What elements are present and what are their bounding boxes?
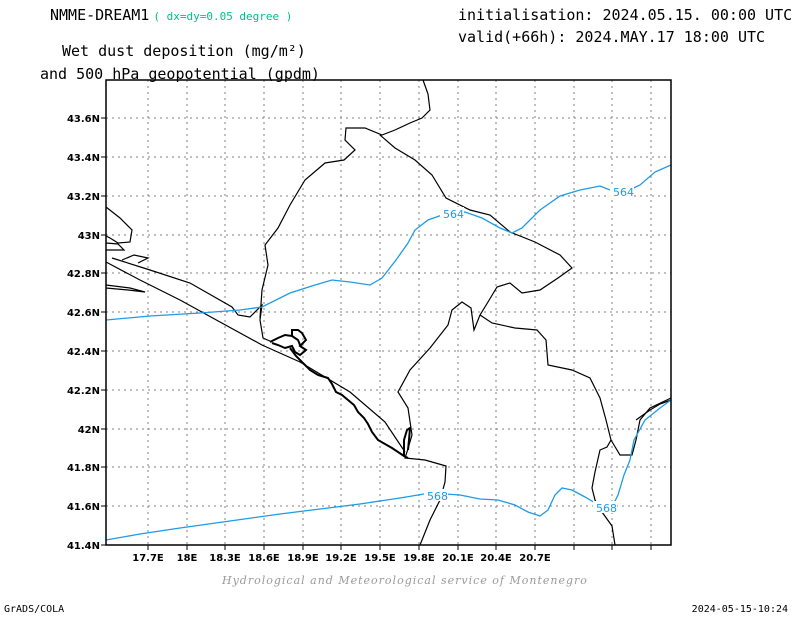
lon-tick-label: 19.2E: [325, 553, 357, 564]
lon-tick-label: 17.7E: [132, 553, 164, 564]
coastline: [269, 329, 412, 459]
contour-568: [105, 399, 672, 541]
lat-tick-label: 43.6N: [67, 114, 100, 125]
render-timestamp: 2024-05-15-10:24: [691, 604, 788, 615]
model-name: NMME-DREAM1: [50, 6, 150, 24]
lat-tick-label: 42.8N: [67, 269, 100, 280]
lat-tick-label: 42N: [78, 425, 100, 436]
lon-tick-label: 18.3E: [209, 553, 241, 564]
resolution-note: ( dx=dy=0.05 degree ): [153, 10, 293, 23]
lat-tick-label: 41.6N: [67, 502, 100, 513]
map-grid: [106, 80, 671, 545]
lon-tick-label: 18E: [177, 553, 198, 564]
model-title: NMME-DREAM1( dx=dy=0.05 degree ): [50, 6, 292, 24]
lon-tick-label: 20.4E: [480, 553, 512, 564]
contour-label-564-a: 564: [443, 208, 464, 221]
lat-tick-label: 43.2N: [67, 192, 100, 203]
country-borders: [105, 79, 672, 546]
lon-tick-label: 19.8E: [403, 553, 435, 564]
contour-564: [105, 164, 672, 321]
lat-tick-label: 43N: [78, 231, 100, 242]
lat-tick-label: 42.6N: [67, 308, 100, 319]
lat-tick-label: 43.4N: [67, 153, 100, 164]
lat-tick-label: 41.8N: [67, 463, 100, 474]
lon-tick-label: 20.1E: [442, 553, 474, 564]
lat-tick-label: 42.4N: [67, 347, 100, 358]
field-title-line1: Wet dust deposition (mg/m²): [62, 42, 306, 60]
lon-tick-labels: 17.7E 18E 18.3E 18.6E 18.9E 19.2E 19.5E …: [132, 553, 551, 564]
credit-line: Hydrological and Meteorological service …: [222, 574, 588, 587]
contour-label-568-b: 568: [596, 502, 617, 515]
lat-tick-label: 42.2N: [67, 386, 100, 397]
lat-tick-labels: 43.6N 43.4N 43.2N 43N 42.8N 42.6N 42.4N …: [67, 114, 100, 552]
field-title-line2: and 500 hPa geopotential (gpdm): [40, 65, 320, 83]
initialisation-time: initialisation: 2024.05.15. 00:00 UTC: [458, 6, 793, 24]
lon-tick-label: 18.6E: [248, 553, 280, 564]
lon-tick-label: 18.9E: [287, 553, 319, 564]
lon-tick-label: 19.5E: [364, 553, 396, 564]
software-label: GrADS/COLA: [4, 604, 65, 615]
valid-time: valid(+66h): 2024.MAY.17 18:00 UTC: [458, 28, 766, 46]
contour-label-564-b: 564: [613, 186, 634, 199]
tick-marks: [101, 117, 652, 550]
contour-label-568-a: 568: [427, 490, 448, 503]
lat-tick-label: 41.4N: [67, 541, 100, 552]
lon-tick-label: 20.7E: [519, 553, 551, 564]
contour-labels: 564 564 568 568: [424, 185, 634, 515]
geopotential-contours: [105, 164, 672, 541]
